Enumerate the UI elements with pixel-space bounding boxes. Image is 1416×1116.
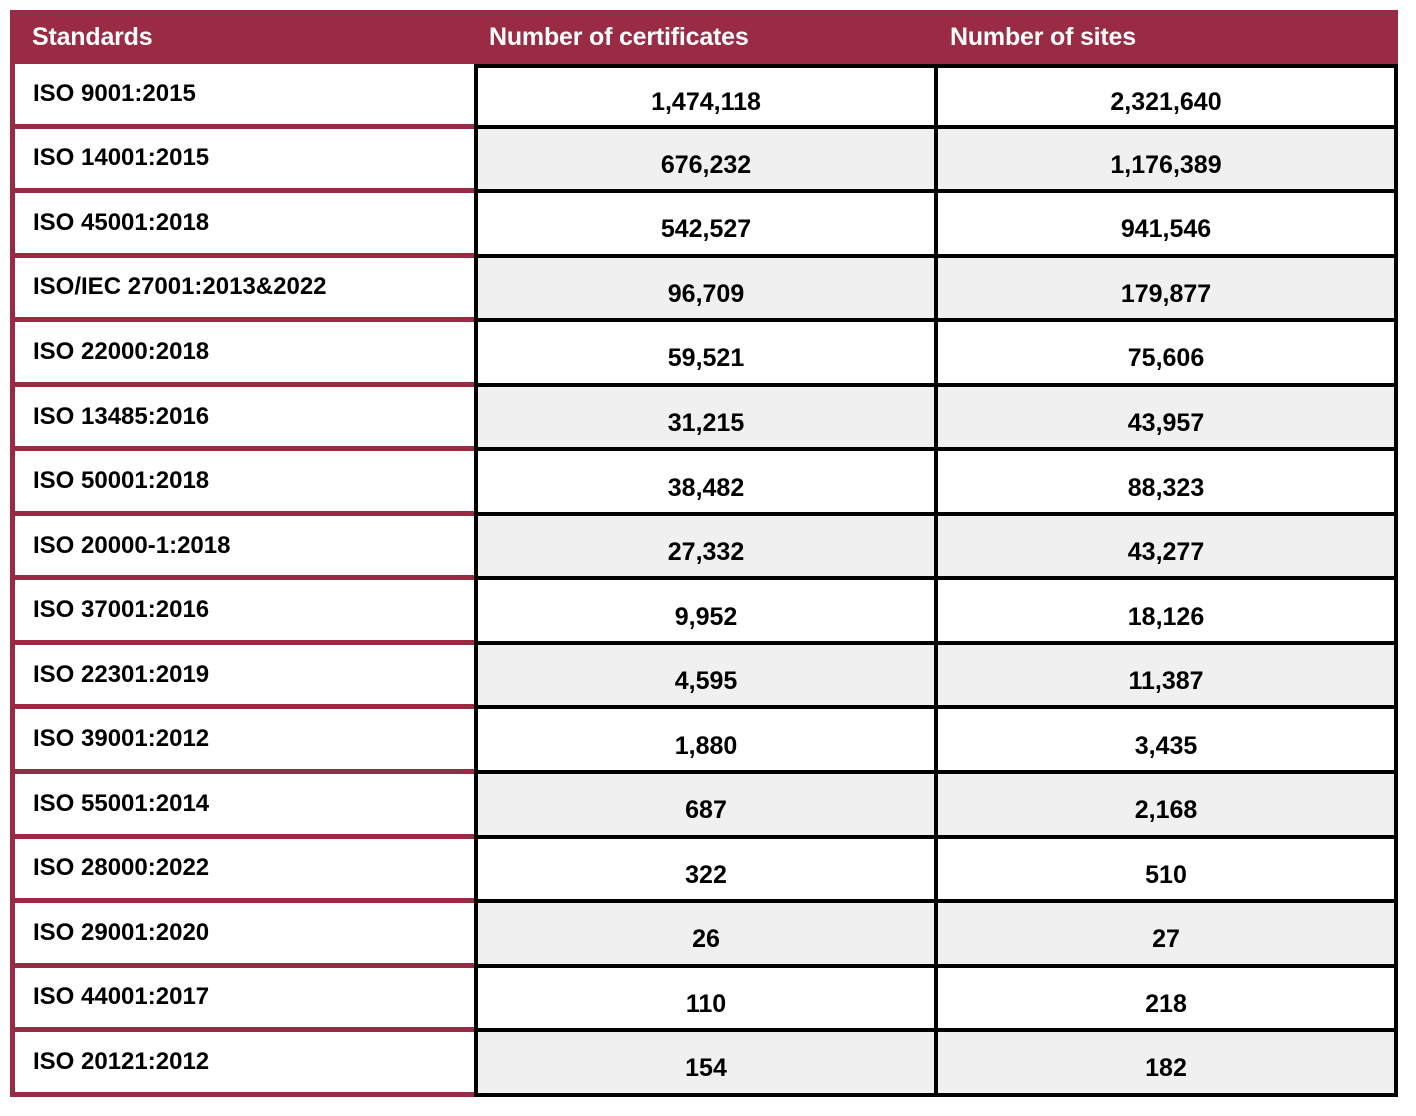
certificates-count-cell: 31,215: [474, 386, 934, 452]
standard-name-cell: ISO 22000:2018: [10, 322, 474, 387]
table-row: ISO 20000-1:2018 27,332 43,277: [10, 515, 1398, 581]
sites-count-cell: 11,387: [934, 644, 1398, 710]
table-body: ISO 9001:2015 1,474,118 2,321,640 ISO 14…: [10, 64, 1398, 1097]
certificates-count-cell: 154: [474, 1032, 934, 1097]
table-row: ISO 9001:2015 1,474,118 2,321,640: [10, 64, 1398, 129]
table-row: ISO 39001:2012 1,880 3,435: [10, 709, 1398, 775]
sites-count-cell: 1,176,389: [934, 128, 1398, 194]
table-row: ISO 45001:2018 542,527 941,546: [10, 193, 1398, 258]
table-row: ISO 44001:2017 110 218: [10, 967, 1398, 1033]
iso-standards-table: Standards Number of certificates Number …: [10, 10, 1398, 1097]
standard-name-cell: ISO 20121:2012: [10, 1032, 474, 1097]
table-row: ISO 29001:2020 26 27: [10, 903, 1398, 968]
table-header-row: Standards Number of certificates Number …: [10, 10, 1398, 64]
standard-name-cell: ISO 9001:2015: [10, 64, 474, 129]
certificates-count-cell: 96,709: [474, 257, 934, 323]
table-row: ISO 14001:2015 676,232 1,176,389: [10, 128, 1398, 194]
certificates-count-cell: 26: [474, 903, 934, 968]
standard-name-cell: ISO 45001:2018: [10, 193, 474, 258]
standard-name-cell: ISO 55001:2014: [10, 774, 474, 839]
sites-count-cell: 75,606: [934, 322, 1398, 387]
sites-count-cell: 179,877: [934, 257, 1398, 323]
certificates-count-cell: 9,952: [474, 580, 934, 645]
certificates-count-cell: 322: [474, 838, 934, 904]
certificates-count-cell: 110: [474, 967, 934, 1033]
sites-count-cell: 18,126: [934, 580, 1398, 645]
table-row: ISO 22301:2019 4,595 11,387: [10, 644, 1398, 710]
table-row: ISO 28000:2022 322 510: [10, 838, 1398, 904]
column-header-sites: Number of sites: [950, 22, 1136, 51]
sites-count-cell: 3,435: [934, 709, 1398, 775]
sites-count-cell: 43,957: [934, 386, 1398, 452]
certificates-count-cell: 542,527: [474, 193, 934, 258]
sites-count-cell: 218: [934, 967, 1398, 1033]
sites-count-cell: 27: [934, 903, 1398, 968]
standard-name-cell: ISO 20000-1:2018: [10, 515, 474, 581]
sites-count-cell: 2,321,640: [934, 64, 1398, 129]
standard-name-cell: ISO 13485:2016: [10, 386, 474, 452]
certificates-count-cell: 687: [474, 774, 934, 839]
column-header-certificates: Number of certificates: [489, 22, 749, 51]
sites-count-cell: 941,546: [934, 193, 1398, 258]
sites-count-cell: 182: [934, 1032, 1398, 1097]
table-row: ISO/IEC 27001:2013&2022 96,709 179,877: [10, 257, 1398, 323]
certificates-count-cell: 27,332: [474, 515, 934, 581]
sites-count-cell: 88,323: [934, 451, 1398, 516]
table-row: ISO 37001:2016 9,952 18,126: [10, 580, 1398, 645]
standard-name-cell: ISO 28000:2022: [10, 838, 474, 904]
standard-name-cell: ISO 44001:2017: [10, 967, 474, 1033]
standard-name-cell: ISO 37001:2016: [10, 580, 474, 645]
certificates-count-cell: 59,521: [474, 322, 934, 387]
column-header-standards: Standards: [32, 22, 153, 51]
standard-name-cell: ISO 50001:2018: [10, 451, 474, 516]
standard-name-cell: ISO 29001:2020: [10, 903, 474, 968]
standard-name-cell: ISO 22301:2019: [10, 644, 474, 710]
certificates-count-cell: 4,595: [474, 644, 934, 710]
certificates-count-cell: 1,474,118: [474, 64, 934, 129]
sites-count-cell: 2,168: [934, 774, 1398, 839]
table-row: ISO 22000:2018 59,521 75,606: [10, 322, 1398, 387]
standard-name-cell: ISO/IEC 27001:2013&2022: [10, 257, 474, 323]
table-row: ISO 20121:2012 154 182: [10, 1032, 1398, 1097]
table-row: ISO 13485:2016 31,215 43,957: [10, 386, 1398, 452]
table-row: ISO 55001:2014 687 2,168: [10, 774, 1398, 839]
table-row: ISO 50001:2018 38,482 88,323: [10, 451, 1398, 516]
certificates-count-cell: 38,482: [474, 451, 934, 516]
sites-count-cell: 510: [934, 838, 1398, 904]
standard-name-cell: ISO 14001:2015: [10, 128, 474, 194]
sites-count-cell: 43,277: [934, 515, 1398, 581]
standard-name-cell: ISO 39001:2012: [10, 709, 474, 775]
certificates-count-cell: 1,880: [474, 709, 934, 775]
certificates-count-cell: 676,232: [474, 128, 934, 194]
